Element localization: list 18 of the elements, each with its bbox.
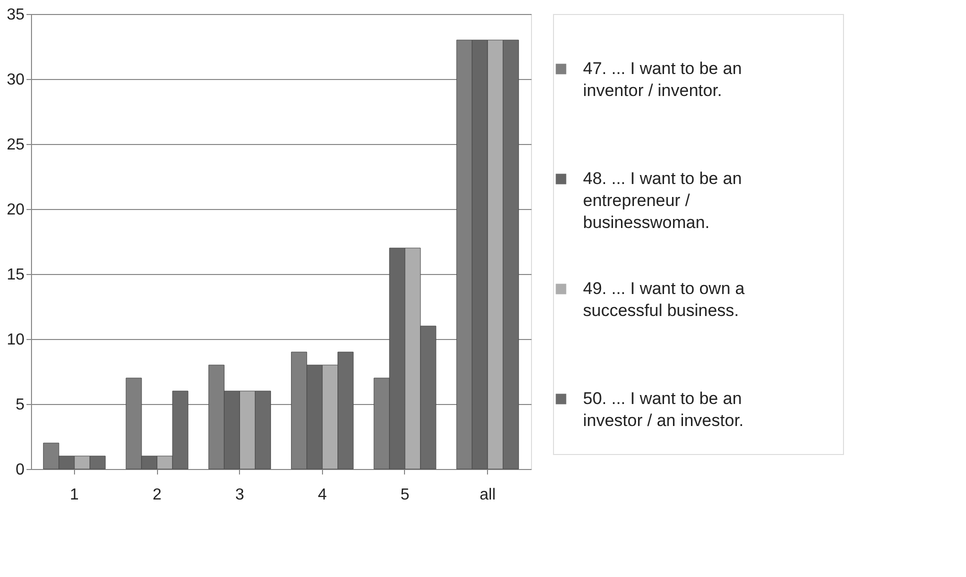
y-tick-label: 25 <box>6 136 25 154</box>
legend-label: 49. ... I want to own a successful business. <box>583 279 746 320</box>
legend-label: 48. ... I want to be an entrepreneur / businesswoman. <box>583 169 742 232</box>
x-tick-label: 4 <box>318 486 327 504</box>
y-tick-label: 5 <box>16 396 25 414</box>
legend-label: 47. ... I want to be an inventor / inventor. <box>583 59 742 100</box>
x-tick-label: 1 <box>70 486 79 504</box>
y-tick-label: 30 <box>6 72 25 88</box>
x-tick-label: all <box>480 486 496 504</box>
legend-label: 50. ... I want to be an investor / an investor. <box>583 389 744 430</box>
x-tick-label: 5 <box>400 486 410 504</box>
y-tick-label: 35 <box>6 6 25 24</box>
x-tick-label: 3 <box>235 486 244 504</box>
y-tick-label: 15 <box>6 266 25 284</box>
y-tick-label: 10 <box>6 332 25 348</box>
y-tick-label: 20 <box>6 202 25 218</box>
x-tick-label: 2 <box>152 486 162 504</box>
y-tick-label: 0 <box>16 462 25 478</box>
